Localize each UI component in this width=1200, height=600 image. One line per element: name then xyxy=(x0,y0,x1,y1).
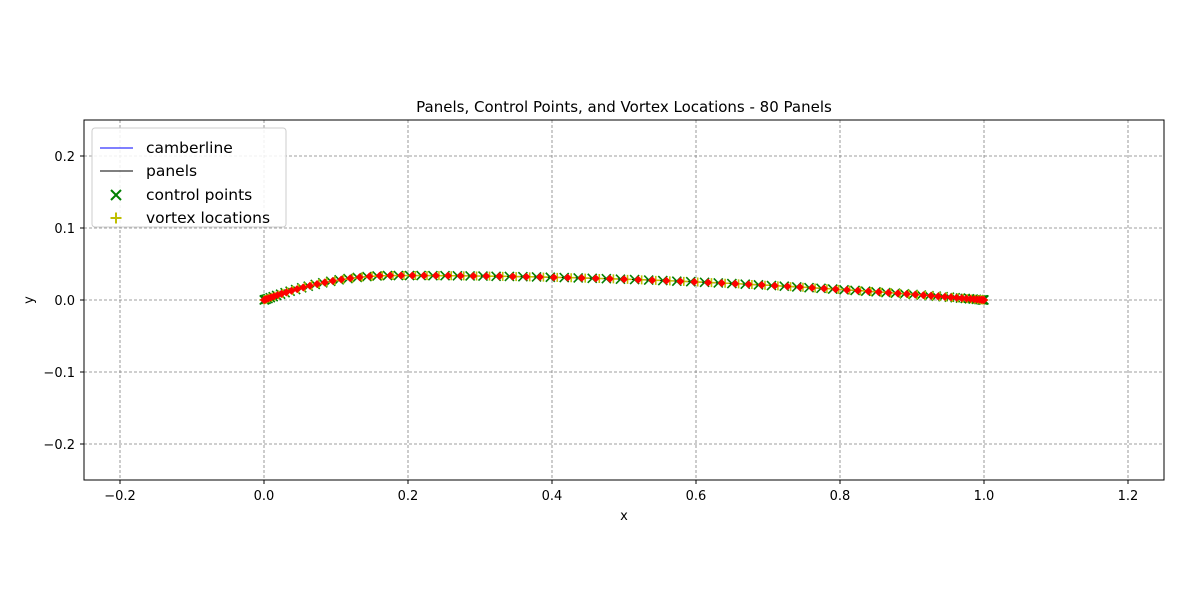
panel-node-marker xyxy=(717,279,726,288)
panel-node-marker xyxy=(365,272,374,281)
panel-node-marker xyxy=(469,271,478,280)
panel-node-marker xyxy=(744,280,753,289)
y-tick-label: 0.1 xyxy=(54,222,75,237)
panel-node-marker xyxy=(508,272,517,281)
x-tick-label: 0.2 xyxy=(398,489,419,504)
y-tick-label: −0.1 xyxy=(43,366,75,381)
panel-node-marker xyxy=(355,273,364,282)
legend: camberline panels control points vortex loc… xyxy=(91,127,287,228)
panel-node-marker xyxy=(619,275,629,284)
x-tick-label: 1.0 xyxy=(974,489,995,504)
panel-node-marker xyxy=(522,272,531,281)
panel-node-marker xyxy=(648,276,657,285)
panel-node-marker xyxy=(375,271,384,280)
panel-node-marker xyxy=(320,278,329,287)
panel-node-marker xyxy=(952,293,961,302)
panel-node-marker xyxy=(874,288,883,297)
chart-title: Panels, Control Points, and Vortex Locat… xyxy=(416,98,832,116)
panel-node-marker xyxy=(431,271,440,280)
panel-node-marker xyxy=(808,283,817,292)
panel-node-marker xyxy=(757,281,766,290)
panel-node-marker xyxy=(934,292,943,301)
panel-node-marker xyxy=(893,289,902,298)
panel-node-marker xyxy=(549,273,558,282)
panel-node-marker xyxy=(482,272,491,281)
panel-node-marker xyxy=(842,285,851,294)
x-tick-label: 0.4 xyxy=(542,489,563,504)
x-tick-label: −0.2 xyxy=(104,489,136,504)
panel-node-marker xyxy=(605,274,614,283)
legend-label: control points xyxy=(146,186,252,204)
panel-node-marker xyxy=(299,283,308,292)
panel-node-marker xyxy=(634,275,643,284)
panel-node-marker xyxy=(456,271,465,280)
panel-node-marker xyxy=(831,285,840,294)
y-tick-label: −0.2 xyxy=(43,438,75,453)
panel-node-marker xyxy=(346,274,355,283)
legend-box xyxy=(91,127,287,228)
series-layer xyxy=(259,270,989,306)
panel-node-marker xyxy=(783,282,792,291)
x-tick-label: 0.8 xyxy=(830,489,851,504)
legend-control-points-swatch xyxy=(110,189,122,201)
legend-vortex-locations-swatch xyxy=(110,212,122,224)
y-axis-ticks: −0.2 −0.1 0.0 0.1 0.2 xyxy=(43,150,84,453)
x-axis-ticks: −0.2 0.0 0.2 0.4 0.6 0.8 1.0 1.2 xyxy=(104,480,1138,504)
panel-node-marker xyxy=(293,285,302,294)
x-tick-label: 0.6 xyxy=(686,489,707,504)
x-tick-label: 0.0 xyxy=(254,489,275,504)
panel-node-marker xyxy=(662,276,671,285)
panel-node-marker xyxy=(328,276,337,285)
panel-node-marker xyxy=(495,272,504,281)
y-axis-label: y xyxy=(22,296,37,304)
panel-nodes-series xyxy=(259,271,989,305)
panel-node-marker xyxy=(731,279,740,288)
panel-node-marker xyxy=(946,293,955,302)
panel-node-marker xyxy=(853,286,862,295)
panel-node-marker xyxy=(919,291,928,300)
panel-node-marker xyxy=(337,275,346,284)
panel-node-marker xyxy=(819,284,829,293)
panel-node-marker xyxy=(563,273,572,282)
panel-node-marker xyxy=(444,271,453,280)
panel-node-marker xyxy=(911,290,920,299)
panel-node-marker xyxy=(577,273,586,283)
y-tick-label: 0.2 xyxy=(54,150,75,165)
legend-label: camberline xyxy=(146,139,233,157)
panel-node-marker xyxy=(305,281,314,290)
panel-node-marker xyxy=(704,278,713,287)
legend-label: vortex locations xyxy=(146,209,270,227)
panel-node-marker xyxy=(313,280,322,289)
panel-node-marker xyxy=(795,283,804,292)
panel-node-marker xyxy=(535,272,544,282)
panel-node-marker xyxy=(591,274,600,283)
panel-node-marker xyxy=(926,291,935,300)
panel-node-marker xyxy=(419,271,429,280)
panel-node-marker xyxy=(676,277,685,286)
x-axis-label: x xyxy=(620,509,628,524)
panel-node-marker xyxy=(770,281,779,290)
legend-label: panels xyxy=(146,162,197,180)
panel-node-marker xyxy=(884,288,893,297)
x-tick-label: 1.2 xyxy=(1118,489,1139,504)
panel-node-marker xyxy=(979,295,989,305)
panel-node-marker xyxy=(902,289,911,299)
y-tick-label: 0.0 xyxy=(54,294,75,309)
panel-node-marker xyxy=(940,292,949,301)
panel-node-marker xyxy=(408,271,417,280)
panel-node-marker xyxy=(386,271,395,280)
panel-node-marker xyxy=(690,277,699,286)
panel-node-marker xyxy=(397,271,406,280)
panel-node-marker xyxy=(864,287,873,296)
